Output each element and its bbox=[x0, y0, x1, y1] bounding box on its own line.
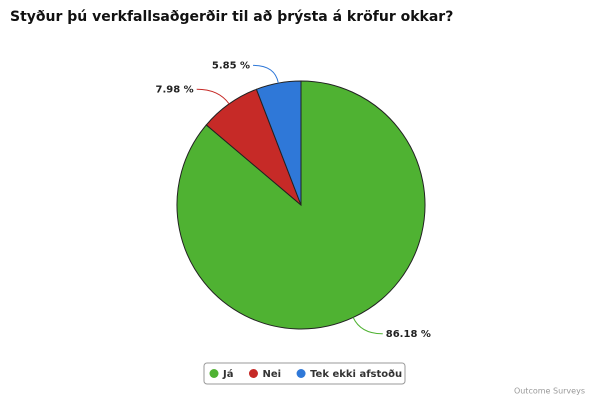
data-label: 86.18 % bbox=[386, 329, 431, 340]
legend-marker bbox=[296, 369, 306, 378]
chart-title: Styður þú verkfallsaðgerðir til að þrýst… bbox=[10, 9, 453, 25]
label-connector bbox=[253, 64, 279, 84]
pie-slice bbox=[255, 80, 302, 206]
label-connector bbox=[196, 88, 230, 105]
credit: Outcome Surveys bbox=[514, 387, 585, 396]
legend-label: Nei bbox=[262, 369, 281, 380]
legend-marker bbox=[248, 369, 258, 378]
legend-marker bbox=[209, 369, 219, 378]
data-label: 7.98 % bbox=[156, 84, 194, 95]
legend-label: Tek ekki afstoðu bbox=[310, 369, 402, 380]
legend-label: Já bbox=[222, 368, 233, 380]
data-label: 5.85 % bbox=[212, 60, 250, 71]
label-connector bbox=[352, 317, 383, 335]
